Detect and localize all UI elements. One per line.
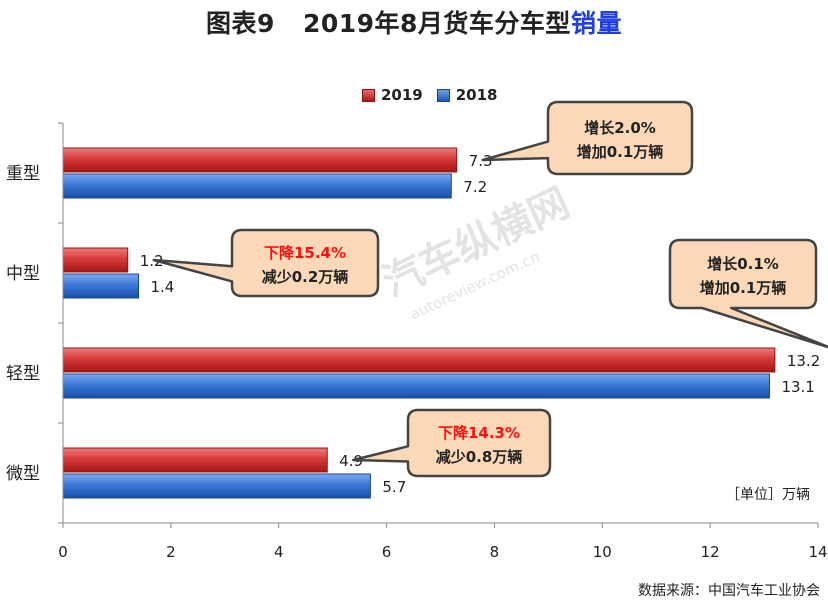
callout-3: 增长0.1% 增加0.1万辆: [668, 238, 828, 349]
legend-item-2018: 2018: [436, 86, 498, 104]
legend-label-2018: 2018: [455, 86, 498, 104]
category-label: 微型: [6, 464, 40, 484]
bar-2019: [62, 347, 776, 373]
data-label: 13.2: [787, 352, 820, 370]
x-tick-label: 2: [166, 543, 176, 561]
legend-swatch-2018: [436, 88, 450, 102]
callout-bubble: [668, 238, 828, 349]
callout-line1: 增长0.1%: [707, 255, 779, 273]
chart-title-highlight: 销量: [570, 9, 622, 38]
callout-bubble: [352, 408, 552, 478]
legend-item-2019: 2019: [362, 86, 423, 104]
bar-2019: [62, 247, 129, 273]
bar-2018: [62, 273, 139, 299]
category-label: 中型: [6, 264, 40, 284]
callout-line1: 下降14.3%: [438, 424, 520, 442]
chart-title: 图表9 2019年8月货车分车型销量: [0, 4, 828, 40]
callout-bubble: [481, 100, 694, 176]
unit-note: ［单位］万辆: [726, 487, 810, 503]
callout-bubble: [152, 228, 380, 298]
watermark: 汽车纵横网 autoreview.com.cn: [376, 180, 577, 324]
data-label: 1.4: [151, 278, 175, 296]
x-tick-label: 14: [808, 543, 827, 561]
callout-1: 增长2.0% 增加0.1万辆: [481, 100, 694, 176]
x-tick-label: 8: [490, 543, 500, 561]
data-label: 7.2: [463, 178, 487, 196]
legend: 2019 2018: [362, 86, 498, 104]
callout-line2: 减少0.2万辆: [262, 268, 349, 286]
x-tick-label: 10: [593, 543, 612, 561]
bar-2019: [62, 147, 458, 173]
callout-line1: 增长2.0%: [584, 119, 656, 137]
data-label: 5.7: [382, 478, 406, 496]
callout-2: 下降15.4% 减少0.2万辆: [152, 228, 380, 298]
x-tick-label: 6: [382, 543, 392, 561]
x-tick-label: 12: [701, 543, 720, 561]
callout-line2: 增加0.1万辆: [577, 143, 664, 161]
category-label: 轻型: [6, 364, 40, 384]
category-label: 重型: [6, 164, 40, 184]
data-label: 4.9: [339, 452, 363, 470]
callout-4: 下降14.3% 减少0.8万辆: [352, 408, 552, 478]
data-label: 1.2: [140, 252, 164, 270]
data-label: 13.1: [781, 378, 814, 396]
x-tick-label: 0: [58, 543, 68, 561]
bar-2019: [62, 447, 328, 473]
bar-2018: [62, 373, 770, 399]
callout-line2: 减少0.8万辆: [436, 448, 523, 466]
bar-2018: [62, 473, 371, 499]
chart-title-main: 2019年8月货车分车型: [302, 9, 571, 38]
legend-label-2019: 2019: [381, 86, 423, 104]
chart-title-prefix: 图表9: [206, 9, 275, 38]
x-tick-label: 4: [274, 543, 284, 561]
legend-swatch-2019: [362, 88, 375, 102]
data-label: 7.3: [469, 152, 493, 170]
source-note: 数据来源：中国汽车工业协会: [638, 583, 820, 599]
bar-2018: [62, 173, 452, 199]
callout-line2: 增加0.1万辆: [700, 279, 787, 297]
callout-line1: 下降15.4%: [264, 244, 346, 262]
